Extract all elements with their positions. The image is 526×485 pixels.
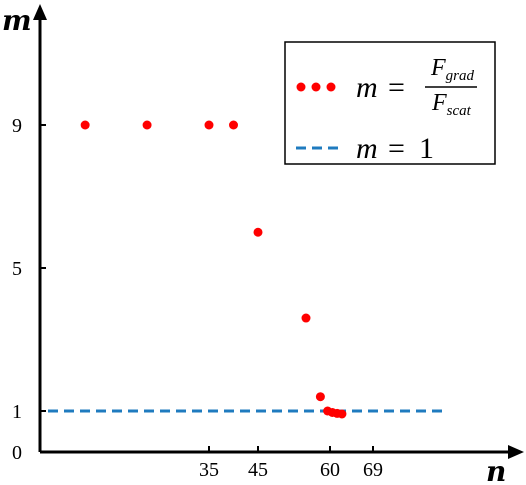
x-tick-label-45: 45 [248, 459, 268, 481]
x-axis-label: n [486, 455, 506, 485]
legend-fraction-denominator: Fscat [431, 90, 472, 119]
legend-box [284, 41, 496, 165]
x-tick-label-69: 69 [363, 459, 383, 481]
x-tick-label-35: 35 [199, 459, 219, 481]
legend-fraction-denominator-main: F [431, 90, 447, 116]
y-axis-arrow [33, 4, 47, 20]
legend-entry-scatter: m = Fgrad Fscat [296, 55, 477, 119]
scatter-point [80, 120, 90, 130]
scatter-point [204, 120, 214, 130]
scatter-point [229, 120, 238, 130]
legend: m = Fgrad Fscat m = 1 [284, 41, 496, 165]
y-tick-label-5: 5 [12, 258, 22, 280]
scatter-point [301, 313, 311, 323]
legend-entry-line: m = 1 [296, 132, 434, 165]
legend-scatter-marker [311, 82, 321, 92]
y-tick-label-1: 1 [12, 401, 22, 423]
legend-line-lhs: m [356, 132, 378, 165]
scatter-point [142, 120, 152, 130]
scatter-point [253, 227, 263, 237]
legend-scatter-equals: = [388, 71, 405, 104]
legend-fraction-denominator-sub: scat [447, 103, 472, 119]
legend-scatter-marker [326, 82, 336, 92]
legend-line-rhs: 1 [419, 132, 434, 165]
y-tick-label-9: 9 [12, 115, 22, 137]
legend-fraction-numerator: Fgrad [430, 55, 475, 84]
legend-line-equals: = [388, 132, 405, 165]
scatter-point [315, 392, 325, 402]
y-axis-label: m [2, 4, 32, 37]
legend-scatter-marker [296, 82, 306, 92]
x-tick-label-60: 60 [320, 459, 340, 481]
legend-fraction-numerator-main: F [430, 55, 446, 81]
y-tick-label-0: 0 [12, 442, 22, 464]
x-axis-arrow [508, 445, 524, 459]
legend-scatter-lhs: m [356, 71, 378, 104]
scatter-point [337, 409, 347, 419]
data-layer [48, 120, 445, 419]
legend-fraction-numerator-sub: grad [446, 68, 475, 84]
